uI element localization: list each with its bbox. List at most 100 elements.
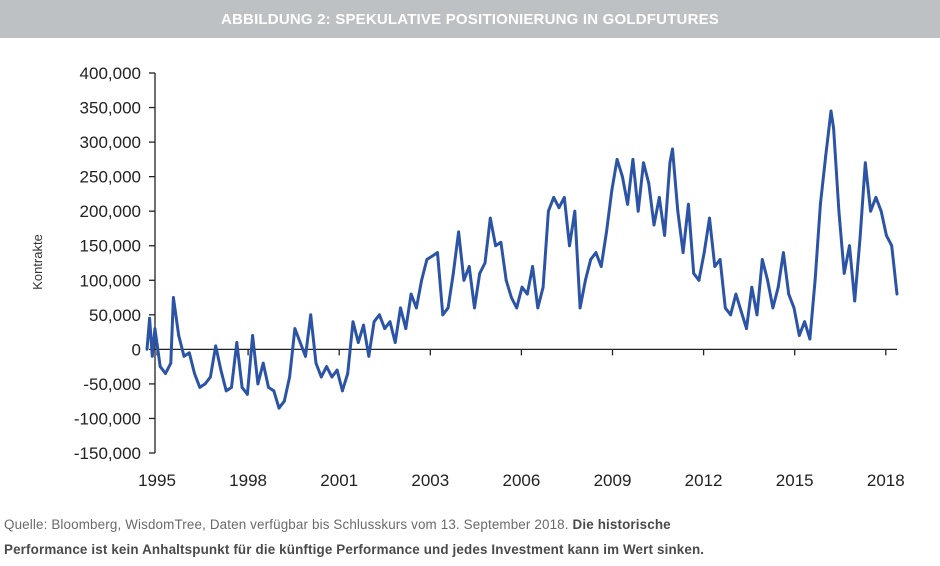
data-point	[837, 209, 841, 213]
x-tick-label: 2012	[685, 471, 723, 490]
data-point	[797, 334, 801, 337]
data-point	[356, 341, 360, 344]
data-point	[697, 278, 701, 282]
data-point	[819, 202, 822, 206]
data-point	[288, 375, 292, 379]
data-point	[362, 323, 365, 327]
data-point	[436, 251, 439, 255]
data-point	[488, 216, 492, 220]
data-point	[869, 209, 872, 213]
y-tick-label: 50,000	[89, 306, 141, 325]
data-point	[573, 209, 577, 213]
data-point	[808, 337, 812, 341]
data-point	[525, 292, 529, 296]
data-point	[325, 365, 328, 369]
data-point	[636, 209, 640, 213]
data-point	[351, 320, 355, 324]
x-tick-label: 2001	[320, 471, 358, 490]
data-point	[647, 182, 651, 185]
data-point	[842, 271, 846, 275]
data-line	[145, 109, 899, 410]
data-point	[499, 240, 503, 244]
data-point	[399, 306, 402, 310]
data-point	[599, 265, 603, 268]
y-tick-label: -50,000	[83, 375, 141, 394]
data-point	[671, 147, 674, 151]
data-point	[304, 354, 307, 358]
data-point	[723, 306, 727, 310]
data-point	[676, 209, 680, 213]
data-point	[562, 195, 566, 199]
data-point	[895, 292, 899, 296]
data-point	[214, 344, 218, 348]
data-point	[541, 285, 545, 289]
data-point	[681, 251, 685, 255]
x-tick-label: 2003	[411, 471, 449, 490]
data-point	[425, 258, 429, 261]
data-point	[457, 230, 461, 234]
data-point	[708, 216, 711, 220]
data-point	[330, 375, 334, 379]
disclaimer-start: Die historische	[572, 517, 671, 532]
data-point	[760, 258, 764, 261]
data-point	[610, 189, 614, 192]
data-point	[341, 389, 344, 393]
data-point	[256, 382, 260, 386]
data-point	[245, 392, 249, 396]
data-point	[298, 341, 302, 344]
data-point	[277, 406, 281, 410]
data-point	[745, 327, 748, 331]
data-point	[824, 154, 828, 158]
x-tick-label: 2006	[502, 471, 540, 490]
data-point	[755, 313, 759, 317]
data-point	[557, 206, 561, 210]
data-point	[776, 285, 780, 289]
data-point	[829, 109, 833, 113]
data-point	[404, 327, 408, 331]
data-point	[393, 341, 397, 344]
disclaimer-rest: Performance ist kein Anhaltspunkt für di…	[4, 542, 705, 557]
data-point	[510, 296, 513, 299]
data-point	[451, 271, 455, 275]
y-tick-label: 200,000	[80, 202, 141, 221]
data-point	[462, 278, 466, 282]
x-tick-label: 2018	[867, 471, 905, 490]
data-point	[536, 306, 540, 310]
data-point	[158, 365, 162, 369]
data-point	[642, 161, 645, 165]
data-point	[164, 372, 167, 375]
data-point	[367, 354, 371, 358]
data-point	[813, 278, 817, 282]
y-tick-label: 150,000	[80, 237, 141, 256]
data-point	[686, 202, 690, 206]
data-point	[235, 341, 239, 344]
data-point	[446, 306, 450, 310]
data-point	[293, 327, 297, 331]
data-point	[148, 316, 152, 320]
data-point	[261, 361, 265, 365]
data-point	[853, 299, 857, 303]
data-point	[750, 285, 754, 289]
data-point	[792, 306, 796, 310]
data-point	[150, 354, 154, 358]
y-tick-label: 300,000	[80, 133, 141, 152]
data-point	[663, 233, 667, 237]
data-point	[605, 230, 608, 234]
data-point	[594, 251, 598, 255]
data-point	[832, 126, 836, 130]
data-point	[771, 306, 775, 310]
data-point	[702, 251, 706, 255]
data-point	[652, 223, 656, 227]
data-point	[177, 334, 181, 337]
data-point	[230, 385, 233, 389]
footer-line-1: Quelle: Bloomberg, WisdomTree, Daten ver…	[4, 517, 938, 532]
data-point	[803, 320, 806, 324]
data-point	[346, 372, 350, 375]
y-tick-label: 100,000	[80, 271, 141, 290]
data-point	[631, 157, 635, 161]
chart-title: ABBILDUNG 2: SPEKULATIVE POSITIONIERUNG …	[0, 0, 940, 38]
footer-line-2: Performance ist kein Anhaltspunkt für di…	[4, 542, 938, 557]
x-tick-label: 2015	[776, 471, 814, 490]
data-point	[420, 278, 424, 282]
data-point	[879, 209, 883, 213]
